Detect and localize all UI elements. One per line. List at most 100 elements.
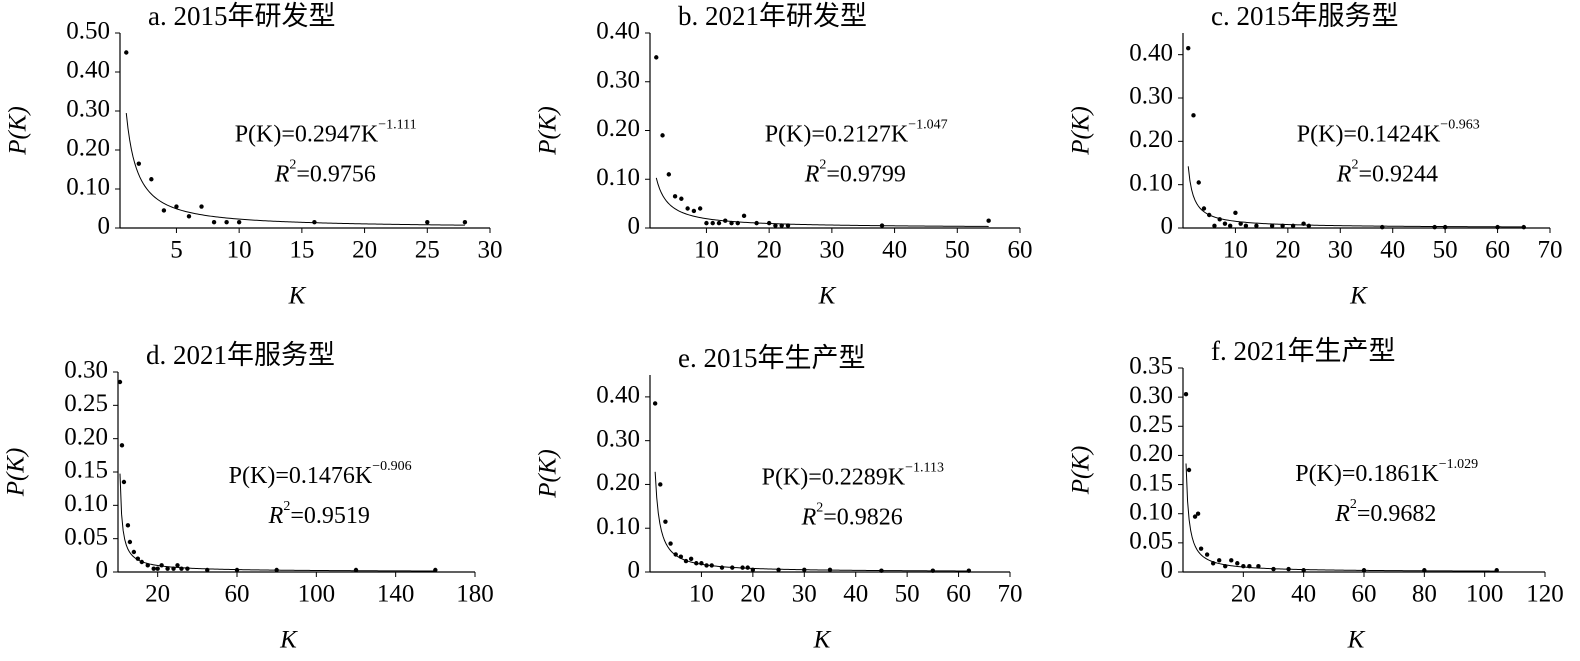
- point: [766, 220, 772, 226]
- point: [683, 558, 689, 564]
- equation-exponent: −1.029: [1439, 457, 1478, 472]
- x-tick-label: 10: [689, 581, 714, 608]
- x-axis-label: K: [818, 283, 837, 310]
- point: [1361, 568, 1367, 573]
- point: [1201, 206, 1207, 211]
- point: [165, 566, 170, 571]
- r-symbol: R: [1334, 501, 1350, 527]
- r-value: =0.9826: [823, 504, 903, 530]
- x-tick-label: 20: [1231, 581, 1256, 608]
- equation-exponent: −0.906: [372, 459, 411, 474]
- point: [1432, 224, 1437, 230]
- y-tick-label: 0.20: [1129, 440, 1173, 467]
- point: [199, 204, 204, 209]
- y-tick-label: 0: [96, 557, 109, 584]
- point: [159, 563, 164, 568]
- equation-main: P(K)=0.1424K: [1297, 121, 1441, 147]
- equation-main: P(K)=0.2289K: [762, 464, 906, 490]
- y-tick-label: 0.30: [1129, 382, 1173, 409]
- point: [353, 567, 359, 573]
- r-symbol: R: [801, 504, 817, 530]
- x-tick-label: 20: [1275, 237, 1300, 264]
- point: [1380, 224, 1385, 230]
- r-squared: R2=0.9826: [801, 501, 903, 530]
- x-tick-label: 100: [298, 581, 336, 608]
- r-symbol: R: [268, 503, 284, 529]
- y-tick-label: 0.25: [1129, 411, 1173, 438]
- chart-title: d. 2021年服务型: [146, 340, 335, 370]
- point: [1254, 223, 1259, 229]
- point: [124, 50, 129, 55]
- y-tick-label: 0.10: [596, 164, 640, 191]
- x-axis-label: K: [1347, 627, 1366, 654]
- point: [1247, 563, 1252, 569]
- y-tick-label: 0.40: [596, 382, 640, 409]
- x-tick-label: 40: [1380, 237, 1405, 264]
- y-tick-label: 0.20: [64, 423, 108, 450]
- x-tick-label: 30: [478, 237, 503, 264]
- r-squared: R2=0.9756: [274, 158, 376, 187]
- equation: P(K)=0.2127K−1.047: [765, 118, 948, 147]
- r-value: =0.9519: [290, 503, 370, 529]
- point: [131, 549, 137, 555]
- y-tick-label: 0: [1161, 557, 1174, 584]
- point: [175, 563, 180, 568]
- point: [1521, 224, 1526, 230]
- y-tick-label: 0.30: [66, 96, 110, 123]
- point: [136, 161, 142, 166]
- point: [658, 482, 663, 487]
- point: [127, 539, 133, 545]
- r-symbol: R: [1336, 161, 1352, 187]
- point: [668, 541, 673, 546]
- point: [1301, 568, 1306, 573]
- point: [1269, 223, 1275, 229]
- point: [652, 401, 658, 406]
- point: [1207, 212, 1212, 218]
- r-value: =0.9244: [1358, 161, 1438, 187]
- y-tick-label: 0.15: [1129, 469, 1173, 496]
- point: [1290, 223, 1296, 229]
- x-axis-label: K: [813, 627, 832, 654]
- y-tick-label: 0.40: [1129, 39, 1173, 66]
- x-tick-label: 25: [415, 237, 440, 264]
- point: [735, 220, 740, 226]
- r-squared: R2=0.9519: [268, 499, 370, 528]
- point: [1241, 563, 1246, 569]
- y-tick-label: 0: [1161, 213, 1174, 240]
- y-axis-label: P(K): [3, 448, 30, 498]
- equation-exponent: −1.111: [378, 118, 416, 133]
- point: [1217, 558, 1222, 563]
- y-tick-label: 0.15: [64, 457, 108, 484]
- point: [171, 566, 176, 571]
- point: [716, 220, 722, 226]
- r-superscript: 2: [1350, 497, 1357, 512]
- y-tick-label: 0.25: [64, 390, 108, 417]
- point: [1204, 552, 1210, 557]
- point: [719, 565, 725, 570]
- point: [678, 554, 684, 559]
- point: [930, 568, 936, 573]
- point: [433, 567, 438, 573]
- x-tick-label: 50: [945, 237, 970, 264]
- point: [462, 219, 468, 225]
- panel: 0 0.10 0.20 0.30 0.40 10 20 30 40 50 60 b. 2021年研发型…: [535, 1, 1033, 310]
- point: [660, 133, 665, 138]
- panel: 0 0.10 0.20 0.30 0.40 0.50 5 10 15 20 25 30 a. 2015年…: [5, 1, 503, 310]
- point: [205, 567, 210, 573]
- chart-title: b. 2021年研发型: [678, 1, 867, 31]
- point: [1227, 223, 1233, 229]
- fit-curve: [655, 177, 989, 227]
- x-axis-label: K: [279, 627, 298, 654]
- point: [785, 223, 791, 228]
- x-axis-label: K: [1349, 283, 1368, 310]
- x-axis-label: K: [288, 283, 307, 310]
- point: [1235, 561, 1240, 566]
- y-tick-label: 0.40: [596, 18, 640, 45]
- point: [145, 563, 150, 568]
- point: [179, 566, 184, 571]
- point: [802, 567, 807, 573]
- point: [704, 220, 709, 226]
- x-tick-label: 120: [1526, 581, 1564, 608]
- x-tick-label: 60: [1008, 237, 1033, 264]
